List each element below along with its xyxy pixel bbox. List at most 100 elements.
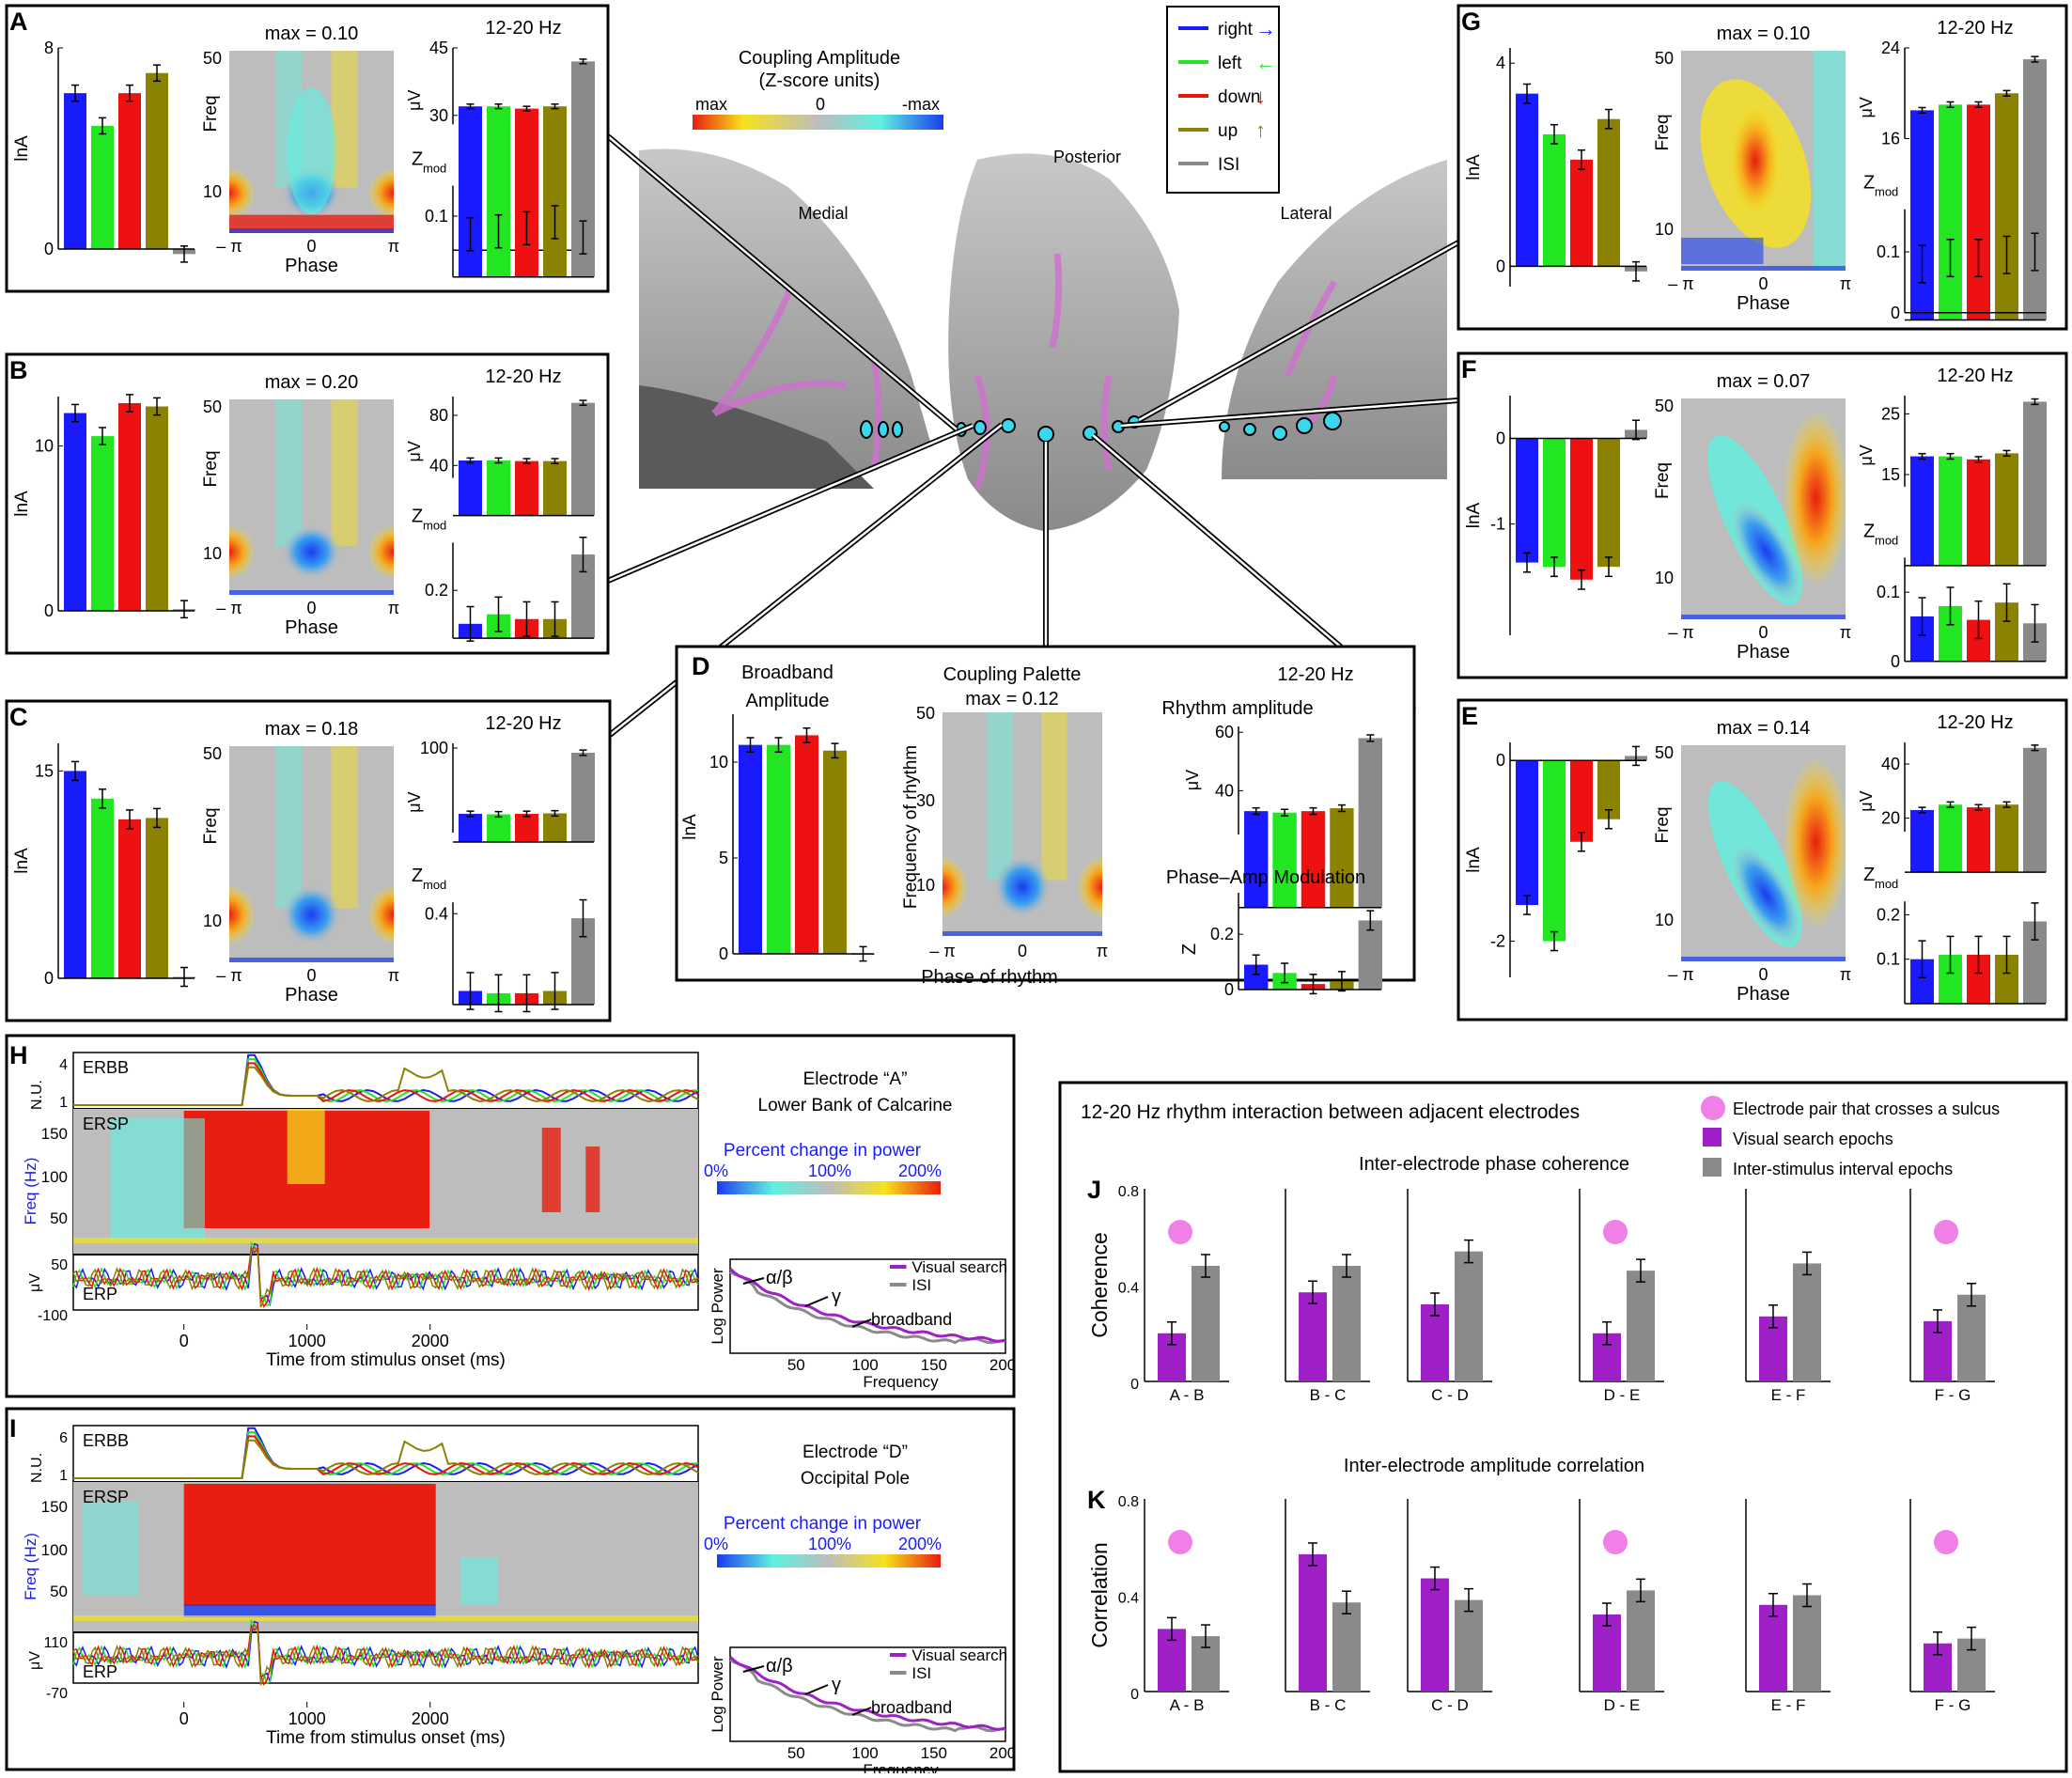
legend-purple-label: Visual search epochs [1733, 1130, 1893, 1148]
panel-e-zmod-sub: mod [1875, 877, 1898, 891]
panel-k-title: Inter-electrode amplitude correlation [1344, 1456, 1644, 1476]
brain-posterior [948, 153, 1179, 532]
panel-g-lna-bar [1516, 93, 1538, 267]
panel-g-zmod-sub: mod [1875, 185, 1898, 199]
panel-h-inset-arrow3 [851, 1318, 872, 1328]
panel-d-lna-ticklabel: 0 [719, 944, 728, 963]
panel-c-pi: π [388, 966, 399, 985]
legend-label-right: right [1218, 20, 1254, 39]
colorbar-negmax: -max [902, 95, 940, 114]
panel-b-uv-bar [571, 402, 595, 516]
panel-f-phase-label: Phase [1737, 642, 1790, 663]
panel-h-inset-arrow1 [742, 1277, 765, 1285]
panel-c-heatmap [229, 746, 394, 945]
panel-f-uv-label: μV [1857, 444, 1876, 465]
panel-d-ylab: Frequency of rhythm [901, 745, 921, 909]
bar-visual-search [1299, 1292, 1327, 1381]
panel-i-uv: μV [27, 1651, 43, 1670]
panel-e-zmod-ticklabel: 0.2 [1877, 905, 1900, 924]
panel-i-inset-bb: broadband [871, 1698, 952, 1717]
panel-h-inset-xlab: Frequency [863, 1373, 939, 1391]
panel-h-inset-ab: α/β [766, 1268, 793, 1288]
panel-c-uv-bar [487, 814, 510, 842]
panel-g-uv-label: μV [1857, 97, 1876, 117]
panel-h-inset-arrow2 [804, 1296, 829, 1307]
panel-f-zmod-label: Z [1863, 521, 1875, 541]
panel-c-letter: C [9, 703, 28, 731]
panel-e-zero: 0 [1758, 965, 1768, 984]
panel-e-lna-label: lnA [1464, 847, 1484, 873]
panel-h-freqtick: 150 [41, 1125, 68, 1143]
panel-b-letter: B [9, 356, 28, 384]
panel-b-uv-ticklabel: 80 [429, 406, 448, 425]
panel-d-uv-bar [1358, 738, 1382, 908]
panel-f-heatmap [1707, 409, 1846, 605]
panel-d-uv-bar [1272, 812, 1297, 908]
panel-f-f10: 10 [1655, 569, 1674, 587]
panel-d-zmod-bar [1358, 920, 1382, 990]
panel-g-red-blob [1728, 103, 1782, 218]
panel-i-ersp-blue-band [183, 1604, 436, 1617]
panel-b-negpi: – π [216, 599, 241, 617]
panel-i-ersp-yellow-line [73, 1615, 698, 1621]
panel-b-uv-ticklabel: 40 [429, 456, 448, 475]
panel-g-bottom-row [1681, 266, 1846, 271]
panel-h-p200: 200% [898, 1162, 942, 1180]
panel-a-letter: A [9, 8, 28, 36]
direction-legend: right → left ← down↓ up ↑ ISI [1166, 6, 1280, 194]
panel-k-ytick: 0 [1130, 1687, 1139, 1703]
bar-isi [1627, 1271, 1655, 1381]
panel-h-erptick1: -100 [38, 1308, 68, 1324]
panel-a-bottom-row [229, 228, 394, 233]
panel-f-uv-bar [1995, 453, 2018, 566]
panel-h-pct: Percent change in power [724, 1141, 922, 1161]
panel-e-uv-ticklabel: 20 [1881, 809, 1900, 828]
panel-a-zmod-ticklabel: 0.1 [425, 207, 448, 226]
pair-label: D - E [1604, 1696, 1641, 1714]
panel-i-timeticklabel: 0 [179, 1709, 189, 1728]
panel-i-erbb: ERBB [83, 1431, 129, 1450]
panel-c-f10: 10 [203, 912, 222, 930]
panel-b-uv-bar [515, 460, 538, 516]
panel-f-lna-bar [1543, 438, 1566, 568]
pair-label: C - D [1431, 1386, 1469, 1404]
sulcus-medial [711, 289, 882, 471]
panel-d-uv-ticklabel: 60 [1215, 723, 1234, 741]
panel-d-zmod-ticklabel: 0 [1224, 980, 1234, 999]
panel-e-uv-ticklabel: 40 [1881, 755, 1900, 773]
panel-f-pi: π [1840, 623, 1851, 642]
panel-b-pi: π [388, 599, 399, 617]
panel-e-zmod-label: Z [1863, 865, 1875, 885]
panel-j-ytick: 0 [1130, 1377, 1139, 1393]
panel-h-inset-g: γ [832, 1287, 841, 1307]
brain-medial-lower [639, 385, 874, 489]
panel-f-blue-blob [1731, 500, 1801, 603]
panel-g-f50: 50 [1655, 49, 1674, 68]
pair-label: D - E [1604, 1386, 1641, 1404]
panel-c-uv-bar [515, 814, 538, 842]
panel-d-uv-bar [1330, 808, 1354, 908]
panel-h-erbb-trace [73, 1066, 699, 1106]
panel-c-uv-label: μV [405, 791, 424, 812]
panel-h-ersp-yellow-line [73, 1238, 698, 1243]
panel-f-lna-bar [1516, 438, 1538, 563]
panel-f-negpi: – π [1668, 623, 1693, 642]
panel-d-title1: Broadband [741, 663, 833, 683]
panel-b-lna-bar [91, 436, 114, 611]
panel-c-red-right [367, 884, 394, 945]
panel-i-p0: 0% [704, 1535, 728, 1553]
panel-i-inset-g: γ [832, 1675, 841, 1695]
panel-d-lna-ticklabel: 10 [709, 753, 728, 772]
bar-visual-search [1299, 1553, 1327, 1692]
panel-b-blue-blob [282, 524, 341, 580]
panel-a-freq-label: Freq [201, 95, 221, 132]
pair-label: A - B [1170, 1386, 1205, 1404]
panel-f-letter: F [1461, 355, 1477, 383]
panel-g-f10: 10 [1655, 220, 1674, 239]
panel-h-erp-trace [72, 1245, 699, 1308]
panel-a-zero: 0 [306, 237, 316, 256]
panel-d-cp1: Coupling Palette [943, 664, 1082, 685]
panel-d-lna-ticklabel: 5 [719, 849, 728, 867]
panel-f-hz: 12-20 Hz [1937, 366, 2013, 386]
